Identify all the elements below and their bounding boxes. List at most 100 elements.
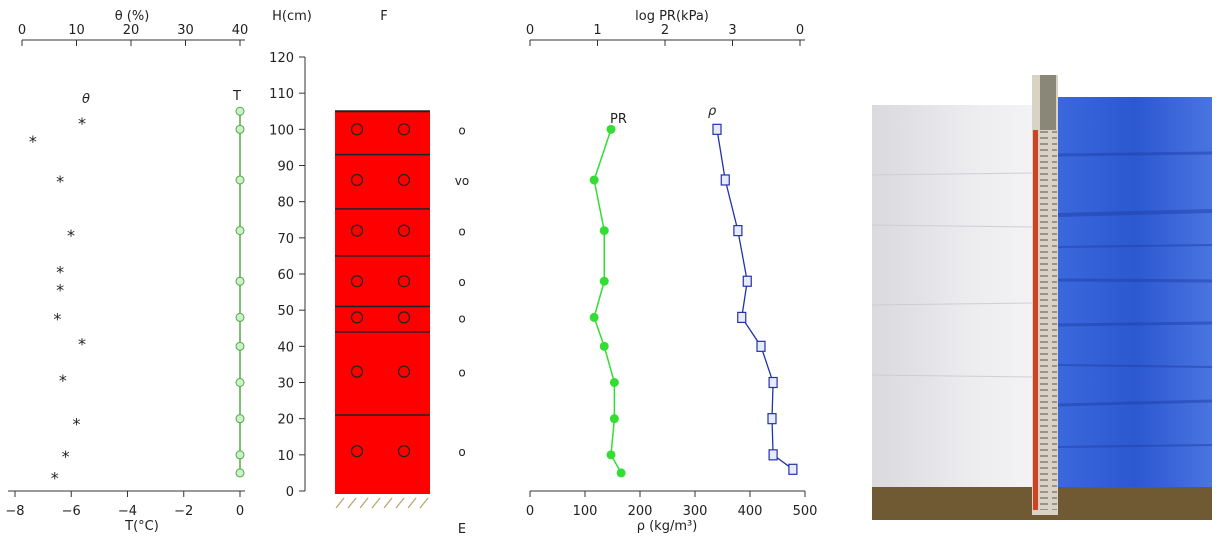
snow-column-fill xyxy=(335,111,430,494)
stratigraphy-panel: H(cm) F 0 10 20 30 40 50 60 70 80 90 100 110 120 o vo… xyxy=(269,9,469,537)
resistance-density-panel: log PR(kPa) ρ (kg/m³) 0 1 2 3 0 0 100 200 300 40… xyxy=(526,9,818,534)
layer-grain-label: o xyxy=(458,275,465,289)
snow-wall-white xyxy=(872,105,1032,490)
panel3-bottom-axis-label: ρ (kg/m³) xyxy=(637,519,698,534)
layer-grain-label: o xyxy=(458,366,465,380)
layer-grain-symbol xyxy=(397,445,411,458)
density-point xyxy=(720,174,730,186)
pr-series-label: PR xyxy=(610,112,627,127)
panel1-bottom-tick-label: −4 xyxy=(118,504,137,519)
temperature-point xyxy=(235,468,245,478)
temperature-point xyxy=(235,341,245,351)
theta-point: * xyxy=(53,309,61,328)
theta-series-label: θ xyxy=(82,92,90,107)
layer-grain-symbol xyxy=(397,123,411,136)
temperature-point xyxy=(235,124,245,134)
panel3-bottom-tick-label: 200 xyxy=(628,504,653,519)
theta-point: * xyxy=(56,280,64,299)
layer-grain-symbol xyxy=(397,224,411,237)
pr-point xyxy=(589,312,599,322)
panel3-top-axis-label: log PR(kPa) xyxy=(635,9,709,24)
height-tick-label: 10 xyxy=(277,449,294,464)
hardness-column-label: F xyxy=(380,9,387,24)
pr-point xyxy=(589,175,599,185)
panel1-top-tick-label: 0 xyxy=(18,23,26,38)
temperature-point xyxy=(235,106,245,116)
layer-grain-label: o xyxy=(458,445,465,459)
theta-point: * xyxy=(59,371,67,390)
height-tick-label: 120 xyxy=(269,51,294,66)
snow-pit-photo xyxy=(872,75,1212,520)
temperature-series-label: T xyxy=(232,89,241,104)
height-tick-label: 0 xyxy=(286,485,294,500)
theta-point: * xyxy=(78,114,86,133)
dyed-layer-streaks xyxy=(1057,151,1212,448)
density-point xyxy=(742,275,752,287)
panel3-top-tick-label: 0 xyxy=(526,23,534,38)
height-tick-label: 110 xyxy=(269,87,294,102)
panel3-bottom-tick-label: 100 xyxy=(573,504,598,519)
theta-point: * xyxy=(56,262,64,281)
layer-grain-label: o xyxy=(458,123,465,137)
snow-wall-dyed xyxy=(1058,97,1212,490)
pr-point xyxy=(609,414,619,424)
pr-point xyxy=(609,378,619,387)
panel1-bottom-tick-label: −6 xyxy=(62,504,81,519)
panel3-series xyxy=(589,123,798,478)
density-series-label: ρ xyxy=(708,104,717,119)
theta-point: * xyxy=(73,414,81,433)
pr-point xyxy=(606,124,616,134)
density-point xyxy=(756,340,766,352)
temperature-point xyxy=(235,312,245,322)
temperature-point xyxy=(235,378,245,387)
layer-grain-symbol xyxy=(397,365,411,378)
panel1-top-ticks: 0 10 20 30 40 xyxy=(18,23,248,46)
ruler-graduations xyxy=(1039,130,1057,510)
snow-layer-lines xyxy=(872,172,1033,378)
theta-point: * xyxy=(56,172,64,191)
layer-grain-label: vo xyxy=(455,174,469,188)
pr-point xyxy=(616,468,626,478)
density-point xyxy=(767,413,777,425)
layer-grain-label: o xyxy=(458,225,465,239)
density-point xyxy=(733,225,743,237)
panel1-series: ************ xyxy=(29,106,245,488)
panel1-bottom-tick-label: 0 xyxy=(236,504,244,519)
layer-grain-symbol xyxy=(350,173,364,187)
layer-grain-symbol xyxy=(350,123,364,136)
panel3-top-ticks: 0 1 2 3 0 xyxy=(526,23,804,46)
ruler-top-clamp xyxy=(1040,75,1056,130)
panel3-bottom-tick-label: 500 xyxy=(793,504,818,519)
pr-point xyxy=(599,226,609,236)
panel1-top-tick-label: 10 xyxy=(68,23,85,38)
panel3-top-tick-label: 1 xyxy=(593,23,601,38)
theta-point: * xyxy=(51,469,59,488)
height-tick-label: 100 xyxy=(269,123,294,138)
layer-grain-symbol xyxy=(350,311,364,324)
layer-grain-symbol xyxy=(350,365,364,378)
density-line xyxy=(716,129,794,470)
density-point xyxy=(788,463,798,475)
temperature-point xyxy=(235,276,245,286)
layer-grain-label: o xyxy=(458,311,465,325)
height-tick-label: 50 xyxy=(277,304,294,319)
density-point xyxy=(768,449,778,461)
height-tick-label: 90 xyxy=(277,160,294,175)
height-axis-label: H(cm) xyxy=(272,9,312,24)
ground-label: E xyxy=(458,522,466,537)
temperature-water-content-panel: θ (%) T(°C) 0 10 20 30 40 −8 −6 −4 −2 0 ********… xyxy=(5,9,248,534)
panel3-bottom-tick-label: 400 xyxy=(738,504,763,519)
height-tick-label: 40 xyxy=(277,340,294,355)
height-tick-label: 60 xyxy=(277,268,294,283)
pr-point xyxy=(599,276,609,286)
ground-hatching xyxy=(335,497,429,509)
ruler-red-strip xyxy=(1033,130,1038,510)
density-point xyxy=(768,376,778,389)
theta-point: * xyxy=(29,132,37,151)
theta-point: * xyxy=(62,447,70,466)
panel3-top-tick-label: 3 xyxy=(728,23,736,38)
panel3-top-tick-label: 2 xyxy=(661,23,669,38)
panel1-top-tick-label: 40 xyxy=(232,23,249,38)
layer-grain-symbol xyxy=(350,224,364,237)
height-tick-label: 70 xyxy=(277,232,294,247)
